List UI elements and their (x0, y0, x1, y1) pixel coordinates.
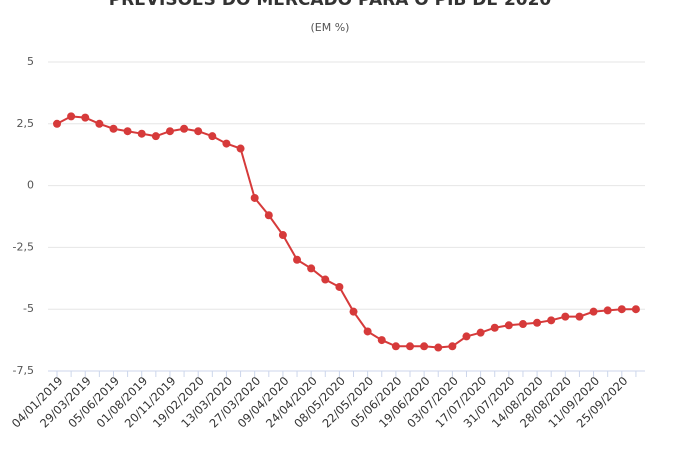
data-point (476, 328, 485, 337)
data-point (81, 113, 90, 122)
data-point (462, 332, 471, 341)
chart-title: PREVISÕES DO MERCADO PARA O PIB DE 2020 (109, 0, 552, 10)
data-point (363, 327, 372, 336)
data-point (321, 275, 330, 284)
data-point (123, 127, 132, 136)
data-point (617, 305, 626, 314)
data-point (137, 129, 146, 138)
data-point (307, 264, 316, 273)
data-point (377, 336, 386, 345)
data-point (518, 320, 527, 329)
data-point (434, 343, 443, 352)
data-point (547, 316, 556, 325)
data-point (575, 312, 584, 321)
y-tick-label: 2,5 (17, 117, 35, 130)
data-point (349, 307, 358, 316)
data-point (631, 305, 640, 314)
y-tick-label: 5 (27, 55, 34, 68)
data-point (264, 211, 273, 220)
y-tick-label: -2,5 (13, 240, 34, 253)
data-point (589, 307, 598, 316)
data-point (335, 282, 344, 291)
y-tick-label: 0 (27, 179, 34, 192)
data-point (504, 321, 513, 330)
data-point (53, 119, 61, 128)
data-point (208, 132, 217, 141)
data-point (151, 132, 160, 141)
data-point (194, 127, 203, 136)
series-line (56, 115, 636, 349)
data-point (250, 193, 259, 202)
data-point (561, 312, 570, 321)
data-point (533, 318, 542, 327)
data-point (293, 255, 302, 264)
data-point (420, 342, 429, 351)
data-point (448, 342, 457, 351)
data-point (165, 127, 174, 136)
data-point (278, 231, 287, 240)
data-point (490, 323, 499, 332)
data-point (391, 342, 400, 351)
chart-subtitle: (EM %) (311, 21, 350, 34)
y-tick-label: -5 (23, 302, 34, 315)
data-point (67, 112, 76, 121)
data-point (222, 139, 231, 148)
data-point (180, 124, 189, 133)
data-point (406, 342, 414, 351)
y-tick-label: -7,5 (13, 364, 34, 377)
data-point (95, 119, 104, 128)
data-point (236, 144, 245, 153)
data-point (603, 306, 612, 315)
data-point (109, 124, 118, 133)
